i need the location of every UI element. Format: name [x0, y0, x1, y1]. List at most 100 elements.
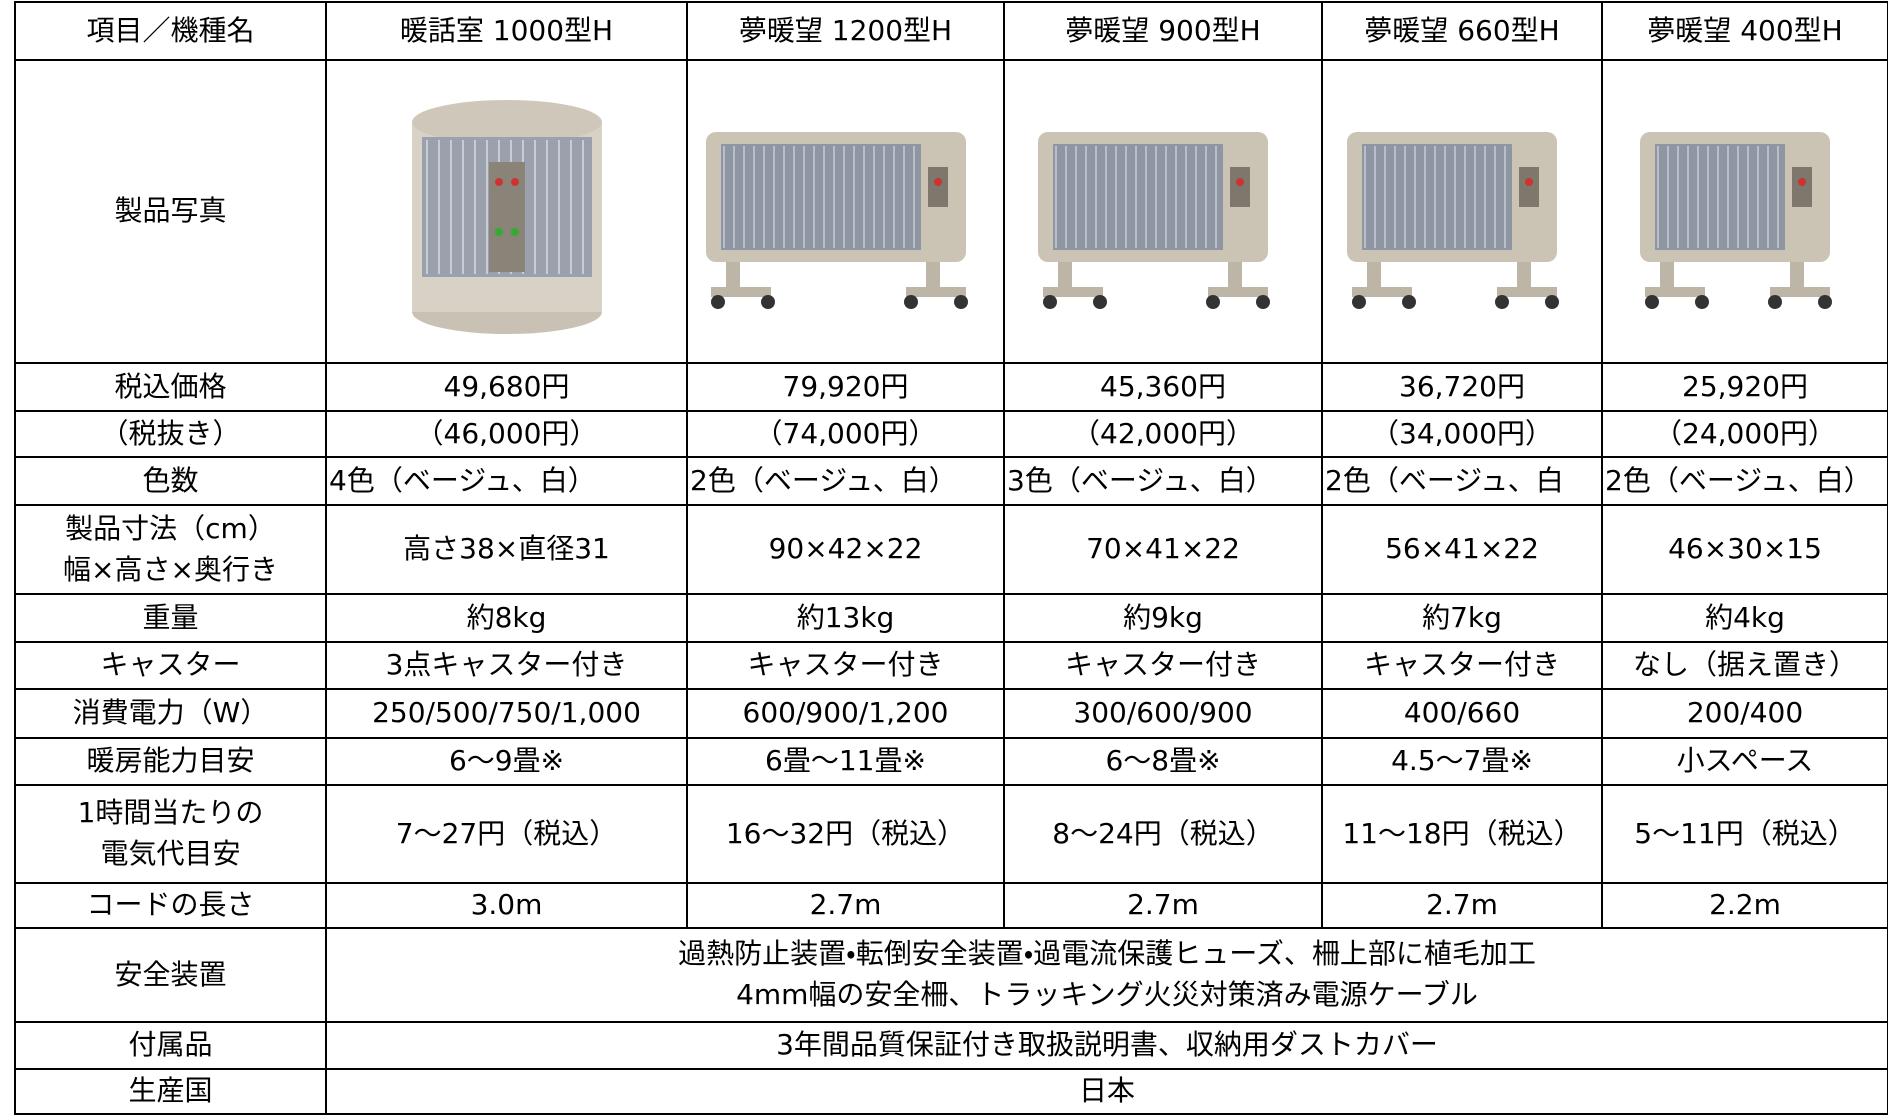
cell: 2.7m	[1003, 882, 1323, 929]
row-label: 生産国	[14, 1068, 327, 1115]
cell: 7～27円（税込）	[325, 784, 688, 884]
merged-cell: 3年間品質保証付き取扱説明書、収納用ダストカバー	[325, 1021, 1888, 1070]
row-label: 色数	[14, 456, 327, 506]
cell: 小スペース	[1601, 737, 1888, 786]
row: 税込価格 49,680円 79,920円 45,360円 36,720円 25,920円	[14, 362, 1888, 412]
cell: 2.2m	[1601, 882, 1888, 929]
text-line: 幅×高さ×奥行き	[63, 552, 278, 586]
cell: キャスター付き	[1003, 641, 1323, 690]
text-line: 1時間当たりの	[77, 796, 264, 830]
row: 重量 約8kg 約13kg 約9kg 約7kg 約4kg	[14, 593, 1888, 643]
row-label: キャスター	[14, 641, 327, 690]
cell: 2色（ベージュ、白）	[1601, 456, 1888, 506]
header-cell: 夢暖望 660型H	[1321, 1, 1603, 61]
cell: 約8kg	[325, 593, 688, 643]
cell: 36,720円	[1321, 362, 1603, 412]
merged-cell: 日本	[325, 1068, 1888, 1115]
row-label: 重量	[14, 593, 327, 643]
row: 暖房能力目安 6～9畳※ 6畳～11畳※ 6～8畳※ 4.5～7畳※ 小スペース	[14, 737, 1888, 786]
photo-cell	[1601, 59, 1888, 364]
cell: 45,360円	[1003, 362, 1323, 412]
cell: 25,920円	[1601, 362, 1888, 412]
row: 消費電力（W） 250/500/750/1,000 600/900/1,200 300…	[14, 688, 1888, 739]
text-line: 電気代目安	[100, 837, 241, 870]
cell: 400/660	[1321, 688, 1603, 739]
cell: （42,000円）	[1003, 410, 1323, 458]
row: コードの長さ 3.0m 2.7m 2.7m 2.7m 2.2m	[14, 882, 1888, 929]
header-cell: 暖話室 1000型H	[325, 1, 688, 61]
cell: 49,680円	[325, 362, 688, 412]
header-cell: 夢暖望 400型H	[1601, 1, 1888, 61]
cell: 4色（ベージュ、白）	[325, 456, 688, 506]
cell: 4.5～7畳※	[1321, 737, 1603, 786]
row: 製品写真	[14, 59, 1888, 364]
cell: 5～11円（税込）	[1601, 784, 1888, 884]
cell: キャスター付き	[686, 641, 1005, 690]
text-line: 4mm幅の安全柵、トラッキング火災対策済み電源ケーブル	[736, 978, 1478, 1011]
cell: なし（据え置き）	[1601, 641, 1888, 690]
product-photo	[705, 131, 968, 309]
header-row: 項目／機種名 暖話室 1000型H 夢暖望 1200型H 夢暖望 900型H 夢暖望 6…	[14, 1, 1888, 61]
row: キャスター 3点キャスター付き キャスター付き キャスター付き キャスター付き なし（据え…	[14, 641, 1888, 690]
product-photo	[1038, 131, 1270, 309]
cell: 3色（ベージュ、白）	[1003, 456, 1323, 506]
cell: 2.7m	[1321, 882, 1603, 929]
cell: 46×30×15	[1601, 504, 1888, 595]
cell: （46,000円）	[325, 410, 688, 458]
row-label: 製品写真	[14, 59, 327, 364]
row-label: 付属品	[14, 1021, 327, 1070]
row: 1時間当たりの 電気代目安 7～27円（税込） 16～32円（税込） 8～24円（税込）…	[14, 784, 1888, 884]
cell: 2色（ベージュ、白）	[686, 456, 1005, 506]
photo-cell	[1003, 59, 1323, 364]
header-cell: 夢暖望 900型H	[1003, 1, 1323, 61]
spec-table: 項目／機種名 暖話室 1000型H 夢暖望 1200型H 夢暖望 900型H 夢暖望 6…	[14, 1, 1888, 1115]
row-label: 暖房能力目安	[14, 737, 327, 786]
photo-cell	[686, 59, 1005, 364]
row: 安全装置 過熱防止装置・転倒安全装置・過電流保護ヒューズ、柵上部に植毛加工 4mm幅…	[14, 927, 1888, 1023]
product-photo	[1640, 131, 1832, 309]
cell: （24,000円）	[1601, 410, 1888, 458]
text-line: 過熱防止装置・転倒安全装置・過電流保護ヒューズ、柵上部に植毛加工	[678, 937, 1536, 971]
cell: 8～24円（税込）	[1003, 784, 1323, 884]
cell: 6畳～11畳※	[686, 737, 1005, 786]
row-label: コードの長さ	[14, 882, 327, 929]
cell: 約4kg	[1601, 593, 1888, 643]
cell: キャスター付き	[1321, 641, 1603, 690]
row: 色数 4色（ベージュ、白） 2色（ベージュ、白） 3色（ベージュ、白） 2色（ベージュ、…	[14, 456, 1888, 506]
photo-cell	[325, 59, 688, 364]
cell: 11～18円（税込）	[1321, 784, 1603, 884]
merged-cell: 過熱防止装置・転倒安全装置・過電流保護ヒューズ、柵上部に植毛加工 4mm幅の安全柵…	[325, 927, 1888, 1023]
cell: 90×42×22	[686, 504, 1005, 595]
cell: 200/400	[1601, 688, 1888, 739]
cell: 約7kg	[1321, 593, 1603, 643]
cell: 600/900/1,200	[686, 688, 1005, 739]
row-label: 安全装置	[14, 927, 327, 1023]
cell: 約13kg	[686, 593, 1005, 643]
row-label: （税抜き）	[14, 410, 327, 458]
cell: 3点キャスター付き	[325, 641, 688, 690]
row-label: 税込価格	[14, 362, 327, 412]
row-label: 1時間当たりの 電気代目安	[14, 784, 327, 884]
cell: 79,920円	[686, 362, 1005, 412]
cell: 300/600/900	[1003, 688, 1323, 739]
cell: 2.7m	[686, 882, 1005, 929]
text-line: 製品寸法（cm）	[65, 511, 276, 545]
product-photo	[411, 99, 602, 334]
cell: 16～32円（税込）	[686, 784, 1005, 884]
cell: 6～8畳※	[1003, 737, 1323, 786]
cell: 56×41×22	[1321, 504, 1603, 595]
cell: 70×41×22	[1003, 504, 1323, 595]
cell: 高さ38×直径31	[325, 504, 688, 595]
row: 製品寸法（cm） 幅×高さ×奥行き 高さ38×直径31 90×42×22 70×41×2…	[14, 504, 1888, 595]
header-cell: 項目／機種名	[14, 1, 327, 61]
row: 生産国 日本	[14, 1068, 1888, 1115]
cell: 6～9畳※	[325, 737, 688, 786]
row-label: 製品寸法（cm） 幅×高さ×奥行き	[14, 504, 327, 595]
row: （税抜き） （46,000円） （74,000円） （42,000円） （34,000円…	[14, 410, 1888, 458]
row: 付属品 3年間品質保証付き取扱説明書、収納用ダストカバー	[14, 1021, 1888, 1070]
cell: （74,000円）	[686, 410, 1005, 458]
cell: （34,000円）	[1321, 410, 1603, 458]
cell: 2色（ベージュ、白	[1321, 456, 1603, 506]
cell: 約9kg	[1003, 593, 1323, 643]
